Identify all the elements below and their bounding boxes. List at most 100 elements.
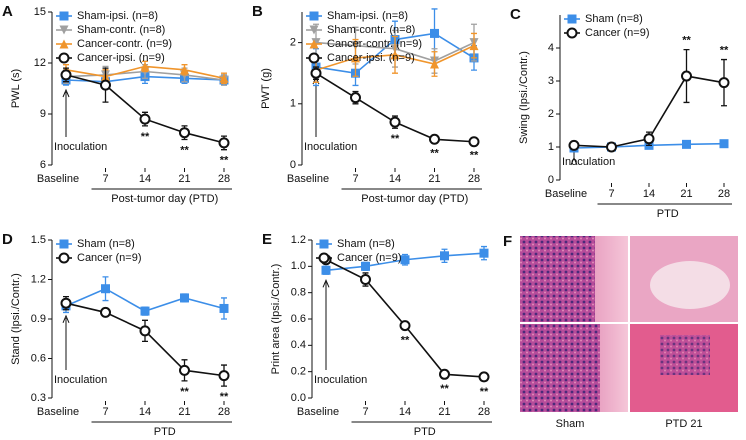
marker bbox=[100, 79, 111, 91]
legend-marker bbox=[58, 252, 70, 264]
y-tick-label: 1 bbox=[548, 141, 554, 153]
legend-marker bbox=[308, 52, 320, 64]
inoculation-arrow bbox=[62, 314, 70, 370]
legend-marker bbox=[59, 11, 69, 21]
marker bbox=[218, 137, 230, 149]
y-axis-label: Stand (Ipsi./Contr.) bbox=[10, 273, 22, 365]
legend-marker bbox=[566, 27, 578, 39]
marker bbox=[180, 65, 189, 75]
legend-label: Sham-contr. (n=8) bbox=[327, 24, 415, 36]
x-tick-label: Baseline bbox=[287, 173, 329, 185]
series-line bbox=[325, 259, 485, 378]
significance-label: ** bbox=[220, 391, 229, 403]
marker bbox=[219, 73, 229, 83]
marker bbox=[399, 320, 411, 332]
marker bbox=[429, 133, 440, 145]
marker bbox=[321, 265, 331, 275]
y-tick-label: 0.6 bbox=[291, 313, 306, 325]
panel-letter: A bbox=[2, 3, 13, 20]
significance-label: ** bbox=[720, 44, 729, 56]
annotation: Inoculation bbox=[562, 156, 615, 168]
y-tick-label: 0.2 bbox=[291, 366, 306, 378]
annotation: Inoculation bbox=[54, 374, 107, 386]
annotation: Inoculation bbox=[54, 141, 107, 153]
marker bbox=[469, 41, 479, 51]
annotation: Inoculation bbox=[304, 141, 357, 153]
y-axis-label: PWL (s) bbox=[10, 69, 22, 108]
x-tick-label: 28 bbox=[478, 406, 490, 418]
x-axis-label: PTD bbox=[414, 426, 436, 435]
marker bbox=[310, 67, 322, 79]
y-axis-label: Swing (Ipsi./Contr.) bbox=[518, 51, 530, 144]
panel: 0 1 2 3 4 Swing (Ipsi./Contr.) C Baseline 7 14 21 2… bbox=[510, 6, 732, 220]
x-axis-label: PTD bbox=[657, 208, 679, 220]
annotation: Inoculation bbox=[314, 374, 367, 386]
histology-panel: F Sham PTD 21 bbox=[503, 233, 738, 430]
x-tick-label: 21 bbox=[680, 188, 692, 200]
y-tick-label: 1.0 bbox=[291, 260, 306, 272]
image-lesion bbox=[650, 261, 730, 309]
x-tick-label: 14 bbox=[139, 173, 151, 185]
x-tick-label: 7 bbox=[362, 406, 368, 418]
x-tick-label: Baseline bbox=[37, 173, 79, 185]
legend-marker bbox=[309, 39, 319, 49]
y-tick-label: 0 bbox=[290, 159, 296, 171]
y-tick-label: 2 bbox=[290, 37, 296, 49]
marker bbox=[351, 53, 360, 63]
legend-marker bbox=[567, 14, 577, 24]
legend-marker bbox=[58, 52, 70, 64]
legend-marker bbox=[319, 239, 329, 249]
legend-label: Sham (n=8) bbox=[77, 238, 135, 250]
x-tick-label: Baseline bbox=[297, 406, 339, 418]
marker bbox=[400, 255, 410, 265]
significance-label: ** bbox=[220, 155, 229, 167]
x-tick-label: 28 bbox=[218, 406, 230, 418]
panel-letter: B bbox=[252, 3, 263, 20]
legend-marker bbox=[59, 39, 69, 49]
x-tick-label: 28 bbox=[718, 188, 730, 200]
marker bbox=[140, 306, 150, 316]
legend-label: Cancer (n=9) bbox=[585, 27, 650, 39]
marker bbox=[179, 364, 190, 376]
marker bbox=[60, 69, 72, 81]
x-axis-label: Post-tumor day (PTD) bbox=[111, 193, 218, 205]
legend-marker bbox=[318, 252, 330, 264]
y-tick-label: 0.4 bbox=[291, 339, 306, 351]
legend-label: Cancer-contr. (n=9) bbox=[77, 38, 172, 50]
significance-label: ** bbox=[391, 133, 400, 145]
panel: 0.0 0.2 0.4 0.6 0.8 1.0 1.2 Print area (Ipsi./C… bbox=[262, 231, 492, 438]
significance-label: ** bbox=[440, 383, 449, 395]
x-tick-label: 28 bbox=[218, 173, 230, 185]
y-tick-label: 15 bbox=[34, 6, 46, 18]
marker bbox=[643, 133, 655, 145]
y-tick-label: 1.5 bbox=[31, 234, 46, 246]
marker bbox=[218, 370, 230, 382]
inoculation-arrow bbox=[322, 279, 330, 370]
marker bbox=[360, 274, 371, 285]
x-tick-label: 21 bbox=[178, 406, 190, 418]
marker bbox=[606, 141, 617, 153]
significance-label: ** bbox=[682, 35, 691, 47]
caption: PTD 21 bbox=[665, 418, 702, 430]
marker bbox=[468, 136, 480, 148]
marker bbox=[350, 92, 361, 104]
legend-marker bbox=[309, 25, 319, 35]
marker bbox=[361, 261, 370, 271]
marker bbox=[682, 139, 691, 149]
inoculation-arrow bbox=[62, 88, 70, 137]
x-axis-label: Post-tumor day (PTD) bbox=[361, 193, 468, 205]
caption: Sham bbox=[556, 418, 585, 430]
marker bbox=[718, 77, 730, 89]
x-tick-label: 21 bbox=[438, 406, 450, 418]
y-tick-label: 1.2 bbox=[291, 234, 306, 246]
significance-label: ** bbox=[430, 147, 439, 159]
y-axis-label: Print area (Ipsi./Contr.) bbox=[270, 264, 282, 375]
legend-marker bbox=[59, 239, 69, 249]
marker bbox=[60, 297, 72, 309]
marker bbox=[139, 113, 151, 125]
y-tick-label: 9 bbox=[40, 108, 46, 120]
marker bbox=[139, 325, 151, 337]
y-tick-label: 0.8 bbox=[291, 287, 306, 299]
